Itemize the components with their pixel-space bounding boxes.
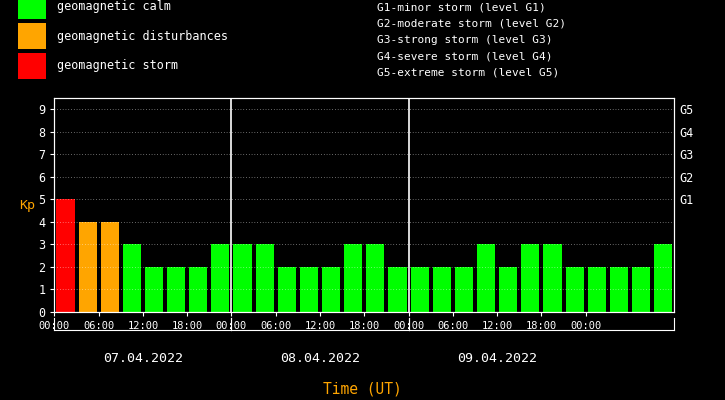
Bar [477, 244, 495, 312]
Bar [101, 222, 119, 312]
Bar [654, 244, 672, 312]
Bar [18, 23, 46, 49]
Text: 07.04.2022: 07.04.2022 [103, 352, 183, 365]
Bar [167, 267, 185, 312]
Bar [544, 244, 562, 312]
Bar [410, 267, 428, 312]
Bar [344, 244, 362, 312]
Bar [256, 244, 274, 312]
Bar [566, 267, 584, 312]
Text: geomagnetic disturbances: geomagnetic disturbances [57, 30, 228, 42]
Text: G4-severe storm (level G4): G4-severe storm (level G4) [377, 52, 552, 62]
Bar [632, 267, 650, 312]
Text: geomagnetic storm: geomagnetic storm [57, 60, 178, 72]
Bar [389, 267, 407, 312]
Bar [123, 244, 141, 312]
Bar [300, 267, 318, 312]
Text: Time (UT): Time (UT) [323, 381, 402, 396]
Bar [521, 244, 539, 312]
Bar [455, 267, 473, 312]
Bar [233, 244, 252, 312]
Bar [322, 267, 340, 312]
Bar [610, 267, 628, 312]
Bar [18, 53, 46, 79]
Bar [189, 267, 207, 312]
Text: geomagnetic calm: geomagnetic calm [57, 0, 170, 13]
Y-axis label: Kp: Kp [19, 198, 35, 212]
Bar [588, 267, 606, 312]
Text: G1-minor storm (level G1): G1-minor storm (level G1) [377, 3, 546, 13]
Bar [366, 244, 384, 312]
Bar [433, 267, 451, 312]
Bar [278, 267, 296, 312]
Bar [499, 267, 518, 312]
Text: G2-moderate storm (level G2): G2-moderate storm (level G2) [377, 19, 566, 29]
Bar [78, 222, 96, 312]
Bar [211, 244, 230, 312]
Text: 08.04.2022: 08.04.2022 [280, 352, 360, 365]
Text: G3-strong storm (level G3): G3-strong storm (level G3) [377, 35, 552, 45]
Bar [57, 199, 75, 312]
Text: G5-extreme storm (level G5): G5-extreme storm (level G5) [377, 68, 559, 78]
Text: 09.04.2022: 09.04.2022 [457, 352, 537, 365]
Bar [145, 267, 163, 312]
Bar [18, 0, 46, 19]
